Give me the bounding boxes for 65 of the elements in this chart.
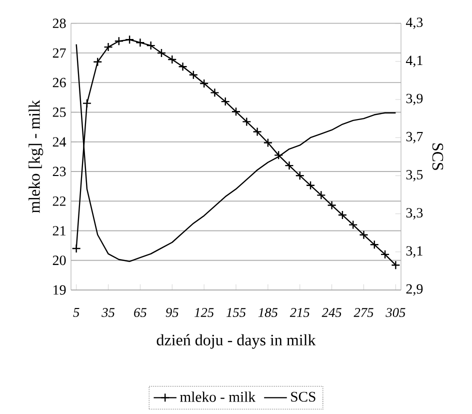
point	[316, 190, 326, 200]
y2-tick-label: 4,1	[406, 56, 422, 68]
y-tick-label: 27	[52, 48, 66, 58]
point	[156, 48, 166, 58]
x-tick-label: 215	[290, 308, 310, 317]
point	[370, 240, 379, 250]
y-tick-label: 28	[52, 18, 66, 28]
y2-axis-title: SCS	[432, 143, 444, 170]
y-tick-label: 24	[52, 137, 66, 146]
point	[220, 96, 230, 106]
point	[295, 171, 304, 180]
y2-tick-label: 3,7	[406, 132, 423, 144]
x-tick-label: 245	[322, 308, 342, 317]
point	[82, 98, 92, 108]
x-tick-label: 95	[166, 308, 178, 317]
point	[146, 40, 156, 50]
y-tick-label: 25	[52, 108, 66, 117]
x-tick-label: 155	[226, 308, 246, 317]
point	[306, 180, 316, 190]
point	[338, 210, 348, 220]
point	[168, 54, 177, 64]
point	[178, 62, 188, 72]
y-tick-label: 21	[52, 226, 66, 236]
point	[136, 38, 145, 48]
x-tick-label: 305	[386, 308, 406, 318]
point	[104, 42, 113, 52]
point	[263, 138, 273, 148]
y-tick-label: 20	[52, 256, 66, 266]
x-axis-title: dzień doju - days in milk	[156, 334, 316, 349]
y2-tick-label: 3,9	[406, 94, 423, 106]
point	[188, 70, 198, 80]
y-tick-label: 22	[52, 196, 66, 206]
x-tick-label: 185	[258, 308, 278, 318]
point	[348, 220, 358, 230]
point	[391, 260, 400, 270]
legend-label: mleko - milk	[180, 392, 256, 402]
y2-tick-label: 2,9	[406, 284, 423, 296]
y-tick-label: 19	[54, 285, 66, 295]
point	[93, 57, 102, 66]
point	[242, 117, 252, 126]
point	[199, 78, 209, 88]
point	[274, 150, 284, 160]
point	[72, 244, 81, 254]
y2-tick-label: 3,5	[406, 170, 423, 182]
y-axis-title: mleko [kg] - milk	[28, 100, 44, 213]
point	[327, 200, 336, 210]
point	[380, 250, 390, 260]
x-tick-label: 65	[134, 308, 146, 317]
y-tick-label: 23	[52, 166, 66, 176]
x-tick-label: 125	[194, 308, 214, 317]
point	[231, 107, 241, 116]
point	[252, 127, 262, 136]
y2-tick-label: 4,3	[406, 18, 423, 30]
y2-tick-label: 3,1	[406, 246, 422, 258]
point	[114, 36, 124, 46]
point	[124, 35, 134, 44]
y2-tick-label: 3,3	[406, 208, 423, 220]
x-tick-label: 5	[73, 308, 80, 317]
y-tick-label: 26	[52, 78, 66, 88]
x-tick-label: 35	[102, 308, 115, 317]
x-tick-label: 275	[354, 308, 374, 317]
point	[359, 230, 368, 240]
legend-label: SCS	[291, 392, 316, 402]
point	[210, 88, 220, 98]
point	[284, 160, 294, 170]
